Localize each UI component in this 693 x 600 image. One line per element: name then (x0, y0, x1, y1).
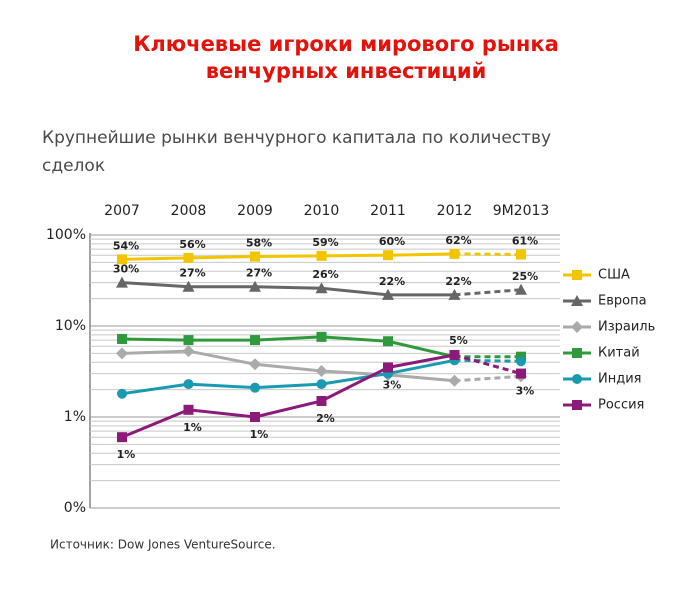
data-label: 1% (183, 421, 202, 434)
point (249, 280, 261, 292)
legend-label: Израиль (598, 320, 655, 335)
data-label: 54% (113, 239, 139, 252)
y-tick-label: 1% (64, 409, 86, 425)
point (382, 288, 394, 300)
point (116, 347, 128, 360)
point (516, 356, 526, 367)
point (117, 254, 127, 265)
point (250, 251, 260, 262)
x-tick-label: 2007 (104, 203, 140, 219)
point (448, 288, 461, 300)
point (182, 280, 195, 292)
point (316, 331, 327, 342)
series-line-dashed (454, 374, 522, 383)
data-label: 62% (445, 234, 471, 247)
point (183, 379, 194, 390)
data-label: 61% (512, 235, 538, 248)
point (383, 250, 393, 261)
point (250, 335, 260, 346)
chart-title: Ключевые игроки мирового рынка (133, 32, 559, 56)
legend-label: Европа (598, 294, 647, 309)
chart-title: венчурных инвестиций (206, 59, 487, 83)
data-label: 60% (379, 235, 405, 248)
series-line (121, 335, 455, 359)
data-label: 22% (379, 275, 405, 288)
point (316, 379, 327, 390)
point (516, 249, 526, 260)
data-label: 3% (383, 378, 402, 391)
point (249, 358, 261, 371)
series-line-dashed (454, 353, 522, 376)
point (250, 382, 260, 393)
point (315, 365, 328, 378)
legend-marker (572, 270, 582, 280)
point (383, 336, 393, 347)
point (449, 248, 460, 259)
data-label: 5% (449, 334, 468, 347)
point (182, 345, 195, 358)
series-line-dashed (454, 358, 522, 363)
point (117, 388, 127, 399)
data-label: 1% (250, 428, 269, 441)
series-line (121, 281, 455, 297)
point (516, 368, 526, 379)
point (183, 252, 194, 263)
legend-label: Китай (598, 346, 640, 361)
legend-marker (571, 321, 583, 333)
legend-marker (572, 400, 582, 410)
data-label: 3% (516, 385, 535, 398)
data-label: 2% (316, 412, 335, 425)
point (515, 283, 527, 295)
data-label: 25% (512, 270, 538, 283)
data-label: 56% (179, 238, 205, 251)
series-line-dashed (454, 252, 522, 257)
x-tick-label: 2010 (304, 203, 340, 219)
series-line (121, 358, 455, 396)
legend-marker (572, 348, 582, 358)
subtitle: Крупнейшие рынки венчурного капитала по … (42, 128, 551, 148)
series-line-dashed (454, 288, 522, 297)
data-label: 1% (117, 448, 136, 461)
data-label: 26% (312, 268, 338, 281)
point (183, 335, 194, 346)
data-label: 58% (246, 237, 272, 250)
x-tick-label: 9M2013 (493, 203, 550, 219)
data-label: 30% (113, 263, 139, 276)
series-line (121, 353, 455, 439)
legend-label: США (598, 268, 630, 283)
point (449, 350, 460, 361)
point (315, 282, 328, 294)
data-label: 27% (246, 267, 272, 280)
data-label: 22% (445, 275, 471, 288)
data-label: 59% (312, 236, 338, 249)
x-tick-label: 2012 (437, 203, 473, 219)
y-tick-label: 0% (64, 500, 86, 516)
subtitle: сделок (42, 156, 105, 176)
legend-label: Россия (598, 398, 644, 413)
y-tick-label: 10% (55, 318, 86, 334)
point (316, 250, 327, 261)
point (116, 276, 128, 288)
point (383, 362, 393, 373)
point (250, 412, 260, 422)
legend-marker (572, 374, 582, 384)
x-tick-label: 2009 (237, 203, 273, 219)
point (448, 374, 461, 387)
series-line (121, 252, 455, 261)
point (117, 333, 127, 344)
legend-label: Индия (598, 372, 641, 387)
point (316, 395, 327, 406)
point (117, 432, 127, 443)
x-tick-label: 2008 (171, 203, 207, 219)
data-label: 27% (179, 267, 205, 280)
legend-marker (571, 295, 583, 306)
source: Источник: Dow Jones VentureSource. (50, 538, 276, 552)
y-tick-label: 100% (46, 227, 86, 243)
x-tick-label: 2011 (370, 203, 406, 219)
series-line (121, 349, 455, 383)
point (183, 404, 194, 415)
